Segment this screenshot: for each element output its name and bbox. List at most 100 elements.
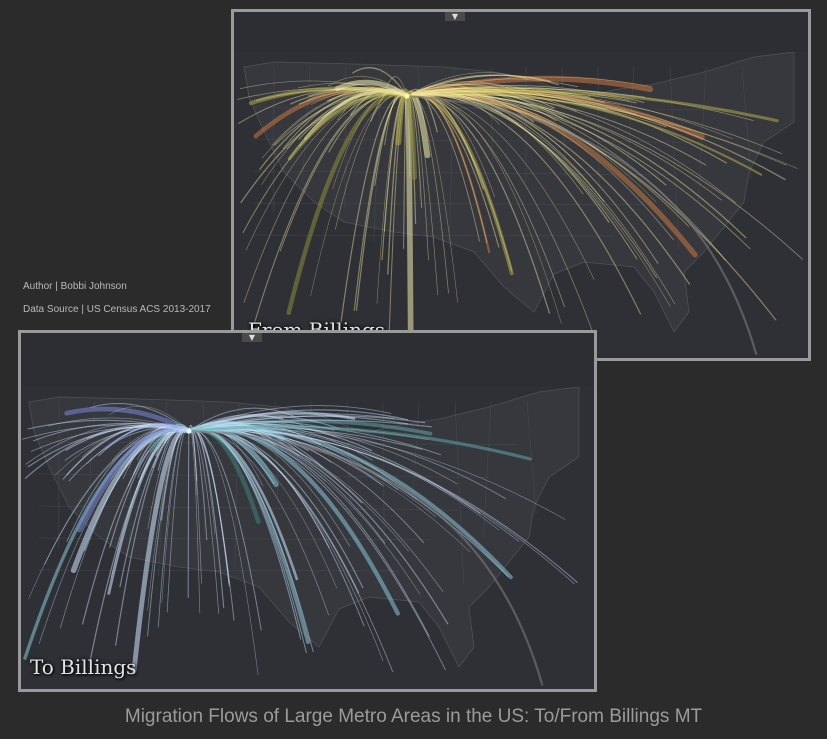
to-billings-label: To Billings	[30, 655, 137, 679]
migration-flow-line	[188, 425, 198, 496]
migration-flow-line	[405, 87, 606, 104]
migration-flow-line	[406, 94, 689, 227]
state-border	[87, 401, 96, 519]
state-border	[302, 66, 311, 184]
state-border	[38, 505, 460, 511]
state-border	[741, 66, 752, 180]
collapse-toggle-from[interactable]: ▼	[445, 12, 465, 21]
migration-flow-line	[188, 407, 294, 432]
migration-flow-line	[286, 92, 408, 150]
migration-flow-line	[86, 425, 190, 440]
migration-flow-line	[187, 429, 190, 598]
state-border	[253, 234, 615, 237]
migration-flow-line	[406, 94, 758, 355]
page-title: Migration Flows of Large Metro Areas in …	[124, 706, 703, 727]
state-border	[38, 537, 430, 540]
migration-flow-line	[188, 425, 332, 463]
state-border	[412, 401, 420, 502]
migration-flow-line	[406, 93, 642, 315]
migration-flow-line	[334, 93, 408, 230]
migration-flow-line	[188, 429, 384, 662]
migration-flow-line	[27, 419, 190, 432]
migration-flow-line	[188, 419, 432, 432]
state-border	[526, 401, 537, 515]
migration-flow-line	[289, 88, 408, 105]
migration-flow-line	[405, 91, 763, 176]
state-border	[561, 66, 566, 177]
state-border	[483, 401, 492, 537]
migration-flow-line	[187, 425, 532, 461]
billings-hub	[404, 93, 410, 99]
migration-flow-line	[406, 86, 630, 101]
flow-lines	[237, 67, 804, 355]
migration-flow-line	[406, 89, 535, 123]
from-billings-map-panel[interactable]: ▼ From Billings	[231, 9, 811, 361]
migration-flow-line	[334, 79, 410, 99]
migration-flow-line	[406, 93, 691, 285]
migration-flow-line	[30, 426, 190, 452]
triangle-down-icon: ▼	[451, 12, 459, 21]
migration-flow-line	[406, 89, 733, 140]
migration-flow-line	[406, 94, 551, 314]
migration-flow-line	[188, 415, 307, 432]
migration-flow-line	[76, 426, 192, 533]
state-border	[669, 66, 680, 250]
migration-flow-line	[404, 75, 654, 99]
state-border	[454, 401, 465, 585]
migration-flow-line	[406, 74, 552, 97]
triangle-down-icon: ▼	[248, 333, 256, 342]
migration-flow-line	[406, 94, 798, 169]
migration-flow-line	[248, 86, 410, 106]
migration-flow-line	[406, 89, 595, 100]
migration-flow-line	[406, 72, 528, 97]
migration-flow-line	[340, 94, 408, 323]
migration-flow-line	[406, 93, 638, 260]
migration-flow-line	[406, 89, 500, 125]
state-border	[38, 441, 520, 445]
migration-flow-line	[131, 427, 192, 675]
migration-flow-line	[406, 91, 782, 154]
migration-flow-line	[406, 92, 582, 169]
canada-region	[21, 333, 594, 387]
state-border	[202, 401, 206, 534]
migration-flow-line	[352, 67, 408, 97]
state-border	[597, 66, 600, 206]
to-billings-flow-map	[21, 333, 594, 686]
canada-region	[234, 12, 808, 52]
migration-flow-line	[406, 74, 560, 97]
data-source-credit: Data Source | US Census ACS 2013-2017	[23, 304, 211, 315]
migration-flow-line	[406, 86, 591, 98]
migration-flow-line	[299, 93, 408, 147]
state-border	[417, 66, 421, 199]
migration-flow-line	[406, 92, 495, 198]
migration-flow-line	[406, 94, 804, 260]
migration-flow-line	[406, 90, 786, 181]
migration-flow-line	[406, 94, 777, 321]
author-credit: Author | Bobbi Johnson	[23, 281, 127, 292]
us-landmass	[234, 12, 808, 333]
migration-flow-line	[255, 89, 408, 101]
migration-flow-line	[38, 429, 190, 644]
migration-flow-line	[188, 405, 392, 432]
migration-flow-line	[406, 81, 521, 97]
state-border	[129, 401, 132, 543]
migration-flow-line	[188, 428, 575, 585]
to-billings-map-panel[interactable]: ▼ To Billings	[18, 330, 597, 692]
migration-flow-line	[108, 405, 190, 432]
collapse-toggle-to[interactable]: ▼	[242, 333, 262, 342]
migration-flow-line	[188, 429, 544, 686]
migration-flow-line	[188, 428, 578, 583]
from-billings-flow-map	[234, 12, 808, 355]
migration-flow-line	[262, 90, 408, 159]
migration-flow-line	[406, 87, 555, 109]
migration-flow-line	[406, 94, 593, 331]
state-border	[253, 170, 675, 176]
migration-flow-line	[406, 76, 652, 97]
migration-flow-line	[288, 90, 408, 161]
flow-lines	[22, 402, 578, 686]
migration-flow-line	[188, 424, 458, 485]
migration-flow-line	[406, 94, 565, 308]
state-border	[253, 138, 705, 143]
migration-flow-line	[98, 424, 190, 457]
billings-hub	[186, 428, 192, 434]
